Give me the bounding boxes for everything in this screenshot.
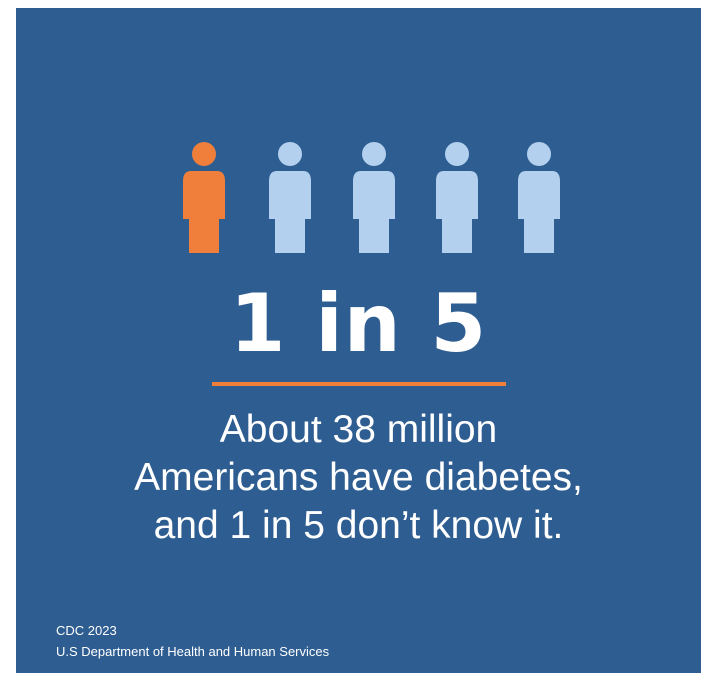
person-icon [516,141,562,259]
source-citation: CDC 2023 U.S Department of Health and Hu… [56,620,329,662]
infographic-panel: 1 in 5 About 38 million Americans have d… [16,8,701,673]
message-line: and 1 in 5 don’t know it. [153,504,564,547]
person-icon [434,141,480,259]
headline-stat: 1 in 5 [229,277,488,370]
person-icon [351,141,397,259]
message-text: About 38 million Americans have diabetes… [16,406,701,550]
person-icon-row [16,141,701,259]
message-line: Americans have diabetes, [134,456,583,499]
message-line: About 38 million [219,408,498,451]
source-line: CDC 2023 [56,623,117,638]
source-line: U.S Department of Health and Human Servi… [56,644,330,659]
person-icon [181,141,227,259]
person-icon [267,141,313,259]
divider-line [212,382,506,386]
